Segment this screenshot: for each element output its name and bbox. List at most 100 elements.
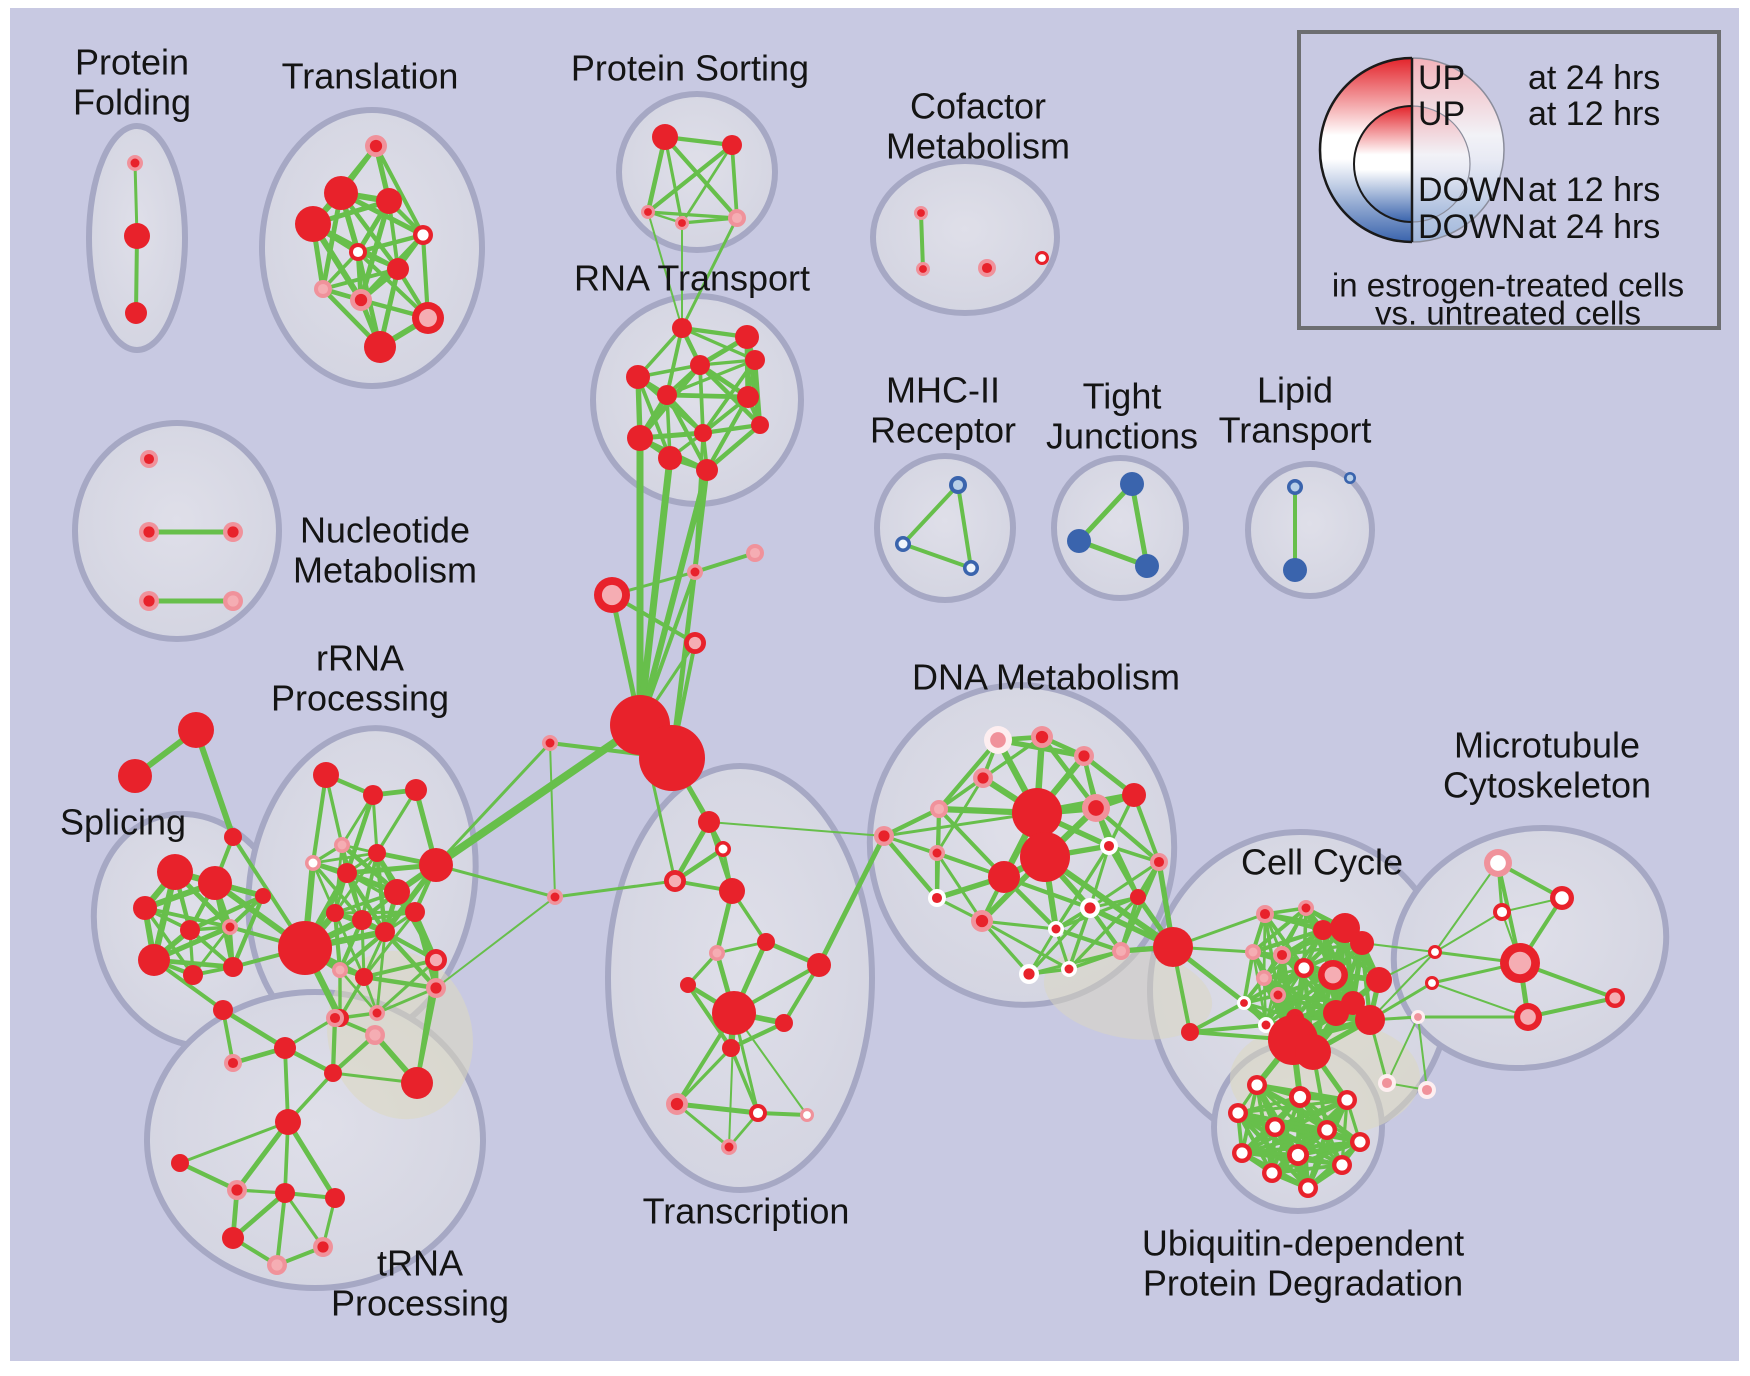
network-edge bbox=[338, 968, 379, 1015]
network-node bbox=[401, 1067, 433, 1099]
cluster-label-dna-metabolism: DNA Metabolism bbox=[912, 657, 1180, 698]
network-node bbox=[198, 866, 232, 900]
network-node bbox=[180, 920, 200, 940]
legend-row-time: at 24 hrs bbox=[1528, 208, 1660, 246]
network-edge bbox=[882, 811, 1039, 838]
network-edge bbox=[698, 363, 705, 435]
network-edge bbox=[360, 851, 379, 922]
network-node bbox=[405, 779, 427, 801]
network-node bbox=[1245, 944, 1261, 960]
cluster-ellipse-tight-junctions bbox=[1051, 455, 1189, 601]
network-node bbox=[305, 855, 321, 871]
network-node bbox=[664, 870, 686, 892]
network-node bbox=[728, 209, 746, 227]
cluster-label-cofactor-metabolism: Cofactor bbox=[910, 86, 1046, 127]
network-node bbox=[1082, 794, 1110, 822]
network-node bbox=[1035, 251, 1049, 265]
legend-row-time: at 12 hrs bbox=[1528, 95, 1660, 133]
network-node bbox=[715, 841, 731, 857]
network-edge bbox=[1067, 949, 1123, 971]
cluster-label-rrna-processing: rRNA bbox=[316, 638, 404, 679]
cluster-ellipse-transcription bbox=[605, 763, 875, 1193]
network-node bbox=[1514, 1003, 1542, 1031]
network-edge bbox=[729, 1046, 760, 1115]
network-node bbox=[157, 854, 193, 890]
network-edge bbox=[647, 211, 683, 329]
network-edge bbox=[434, 741, 552, 867]
legend-box bbox=[1297, 30, 1721, 330]
network-node bbox=[746, 544, 764, 562]
network-node bbox=[1150, 853, 1168, 871]
network-node bbox=[275, 1109, 301, 1135]
network-node bbox=[222, 919, 238, 935]
network-node bbox=[745, 350, 765, 370]
network-node bbox=[1418, 1081, 1436, 1099]
network-edge bbox=[355, 232, 426, 255]
network-node bbox=[895, 536, 911, 552]
network-node bbox=[1112, 942, 1130, 960]
network-edge bbox=[956, 483, 973, 570]
cluster-label-nucleotide-metabolism: Metabolism bbox=[293, 550, 477, 591]
network-node bbox=[687, 564, 703, 580]
network-edge bbox=[434, 863, 557, 899]
network-node bbox=[807, 953, 831, 977]
network-node bbox=[1061, 961, 1077, 977]
network-node bbox=[222, 1227, 244, 1249]
network-node bbox=[1605, 988, 1625, 1008]
network-edge bbox=[1434, 911, 1503, 953]
network-node bbox=[1258, 1017, 1274, 1033]
network-node bbox=[1493, 903, 1511, 921]
cluster-label-ubiquitin-degradation: Protein Degradation bbox=[1143, 1263, 1463, 1304]
network-edge bbox=[980, 919, 1031, 976]
network-node bbox=[916, 262, 930, 276]
network-node bbox=[368, 844, 386, 862]
network-node bbox=[350, 289, 372, 311]
network-node bbox=[751, 416, 769, 434]
network-edge bbox=[685, 982, 734, 1051]
network-node bbox=[1318, 960, 1348, 990]
network-node bbox=[255, 888, 271, 904]
network-edge bbox=[330, 1015, 338, 1076]
network-node bbox=[1355, 1005, 1385, 1035]
network-edge bbox=[1054, 844, 1111, 931]
network-node bbox=[1350, 1132, 1370, 1152]
network-node bbox=[666, 1093, 688, 1115]
network-node bbox=[139, 591, 159, 611]
network-edge bbox=[663, 135, 684, 225]
network-node bbox=[1153, 927, 1193, 967]
network-node bbox=[1130, 889, 1146, 905]
network-node bbox=[698, 811, 720, 833]
network-node bbox=[325, 1188, 345, 1208]
network-node bbox=[375, 922, 395, 942]
network-node bbox=[1122, 783, 1146, 807]
network-node bbox=[1232, 1143, 1252, 1163]
network-edge bbox=[674, 1101, 761, 1116]
network-node bbox=[139, 522, 159, 542]
network-edge bbox=[645, 142, 735, 215]
network-node bbox=[313, 762, 339, 788]
network-edge bbox=[919, 211, 925, 271]
legend-row-label: DOWN bbox=[1418, 171, 1526, 209]
network-edge bbox=[310, 772, 329, 866]
network-node bbox=[118, 759, 152, 793]
overlap-tint bbox=[1043, 946, 1213, 1040]
network-node bbox=[626, 365, 650, 389]
network-node bbox=[1181, 1023, 1199, 1041]
network-edge bbox=[680, 216, 739, 225]
network-node bbox=[267, 1255, 287, 1275]
network-node bbox=[278, 921, 332, 975]
network-edge bbox=[662, 134, 740, 221]
cluster-label-cell-cycle: Cell Cycle bbox=[1241, 842, 1403, 883]
network-edge bbox=[646, 210, 739, 220]
network-node bbox=[1298, 900, 1314, 916]
network-node bbox=[384, 879, 410, 905]
network-node bbox=[1019, 964, 1039, 984]
network-node bbox=[365, 1025, 385, 1045]
network-edge bbox=[234, 1119, 291, 1193]
network-node bbox=[1228, 1103, 1248, 1123]
network-node bbox=[365, 135, 387, 157]
network-node bbox=[1012, 788, 1062, 838]
network-edge bbox=[375, 958, 438, 1015]
